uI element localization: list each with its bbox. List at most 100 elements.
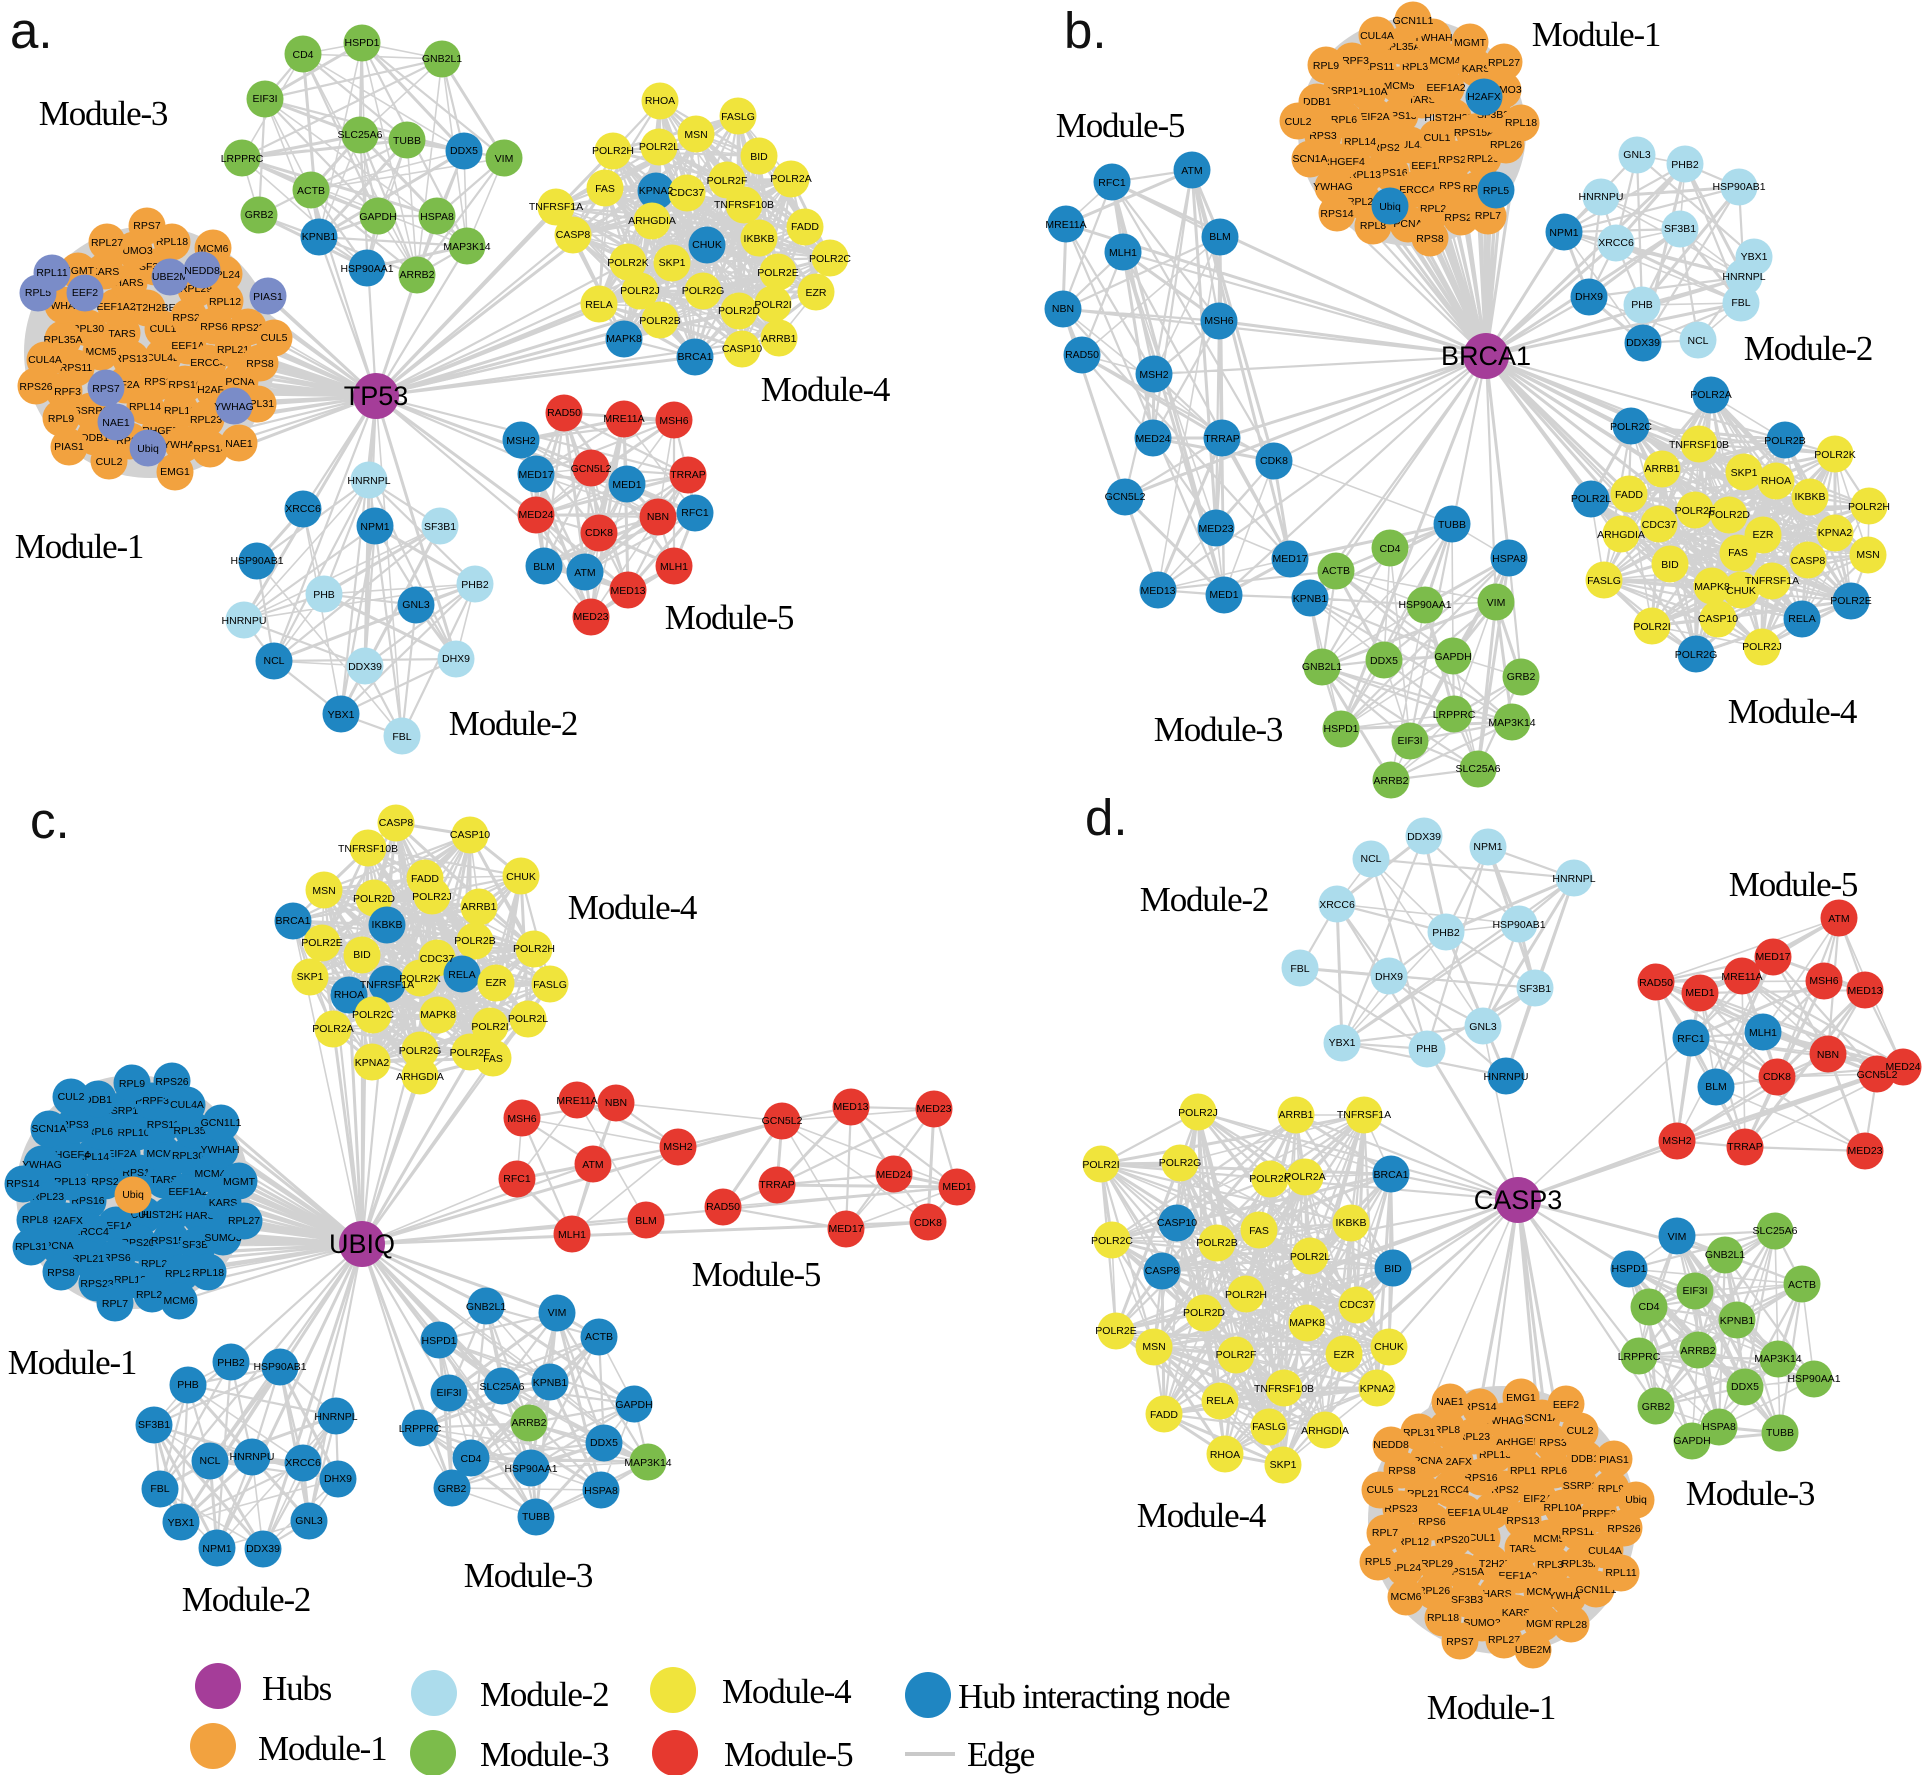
svg-text:CUL5: CUL5 — [261, 332, 288, 344]
svg-text:NEDD8: NEDD8 — [1373, 1439, 1409, 1451]
svg-text:FADD: FADD — [1150, 1409, 1178, 1421]
svg-text:CD4: CD4 — [1638, 1301, 1659, 1313]
svg-text:CDC37: CDC37 — [1642, 519, 1677, 531]
svg-text:POLR2E: POLR2E — [1830, 595, 1871, 607]
svg-text:SCN1A: SCN1A — [31, 1123, 66, 1135]
svg-text:NEDD8: NEDD8 — [184, 265, 220, 277]
svg-text:ERCC4: ERCC4 — [190, 357, 226, 369]
svg-text:BLM: BLM — [1209, 231, 1231, 243]
svg-text:FADD: FADD — [411, 873, 439, 885]
svg-text:BRCA1: BRCA1 — [677, 351, 712, 363]
svg-text:POLR2I: POLR2I — [1633, 621, 1670, 633]
svg-text:EIF3I: EIF3I — [252, 93, 277, 105]
svg-text:YWHAH: YWHAH — [200, 1144, 239, 1156]
svg-text:PIAS1: PIAS1 — [253, 291, 283, 303]
svg-text:MED1: MED1 — [942, 1181, 971, 1193]
svg-text:POLR2F: POLR2F — [450, 1047, 491, 1059]
svg-text:RPS14: RPS14 — [1320, 208, 1353, 220]
svg-text:NCL: NCL — [263, 655, 284, 667]
svg-text:PRPF3: PRPF3 — [1582, 1508, 1616, 1520]
svg-text:GCN5L2: GCN5L2 — [571, 463, 612, 475]
svg-text:H2AFX: H2AFX — [1467, 91, 1501, 103]
svg-text:SCN1A: SCN1A — [1524, 1412, 1559, 1424]
svg-text:Module-1: Module-1 — [1532, 15, 1660, 54]
svg-text:HNRNPL: HNRNPL — [1552, 873, 1595, 885]
svg-text:POLR2F: POLR2F — [1675, 505, 1716, 517]
svg-text:ARRB2: ARRB2 — [511, 1417, 546, 1429]
svg-text:POLR2B: POLR2B — [1196, 1237, 1237, 1249]
svg-text:HNRNPL: HNRNPL — [1722, 271, 1765, 283]
svg-text:VIM: VIM — [1487, 597, 1506, 609]
svg-text:RPL7: RPL7 — [102, 1298, 128, 1310]
svg-text:ARRB2: ARRB2 — [399, 269, 434, 281]
svg-text:UBE2M: UBE2M — [152, 271, 188, 283]
svg-text:MSH2: MSH2 — [663, 1141, 692, 1153]
svg-text:RPL27: RPL27 — [1488, 57, 1520, 69]
svg-text:KPNA2: KPNA2 — [355, 1057, 390, 1069]
svg-text:MED1: MED1 — [1685, 987, 1714, 999]
svg-text:NCL: NCL — [1687, 335, 1708, 347]
svg-text:EEF1A2: EEF1A2 — [96, 301, 135, 313]
svg-text:POLR2L: POLR2L — [639, 141, 679, 153]
svg-text:MED23: MED23 — [573, 611, 608, 623]
svg-text:HNRNPU: HNRNPU — [1579, 191, 1624, 203]
svg-text:MSH6: MSH6 — [507, 1113, 536, 1125]
svg-text:EEF1A2: EEF1A2 — [1498, 1570, 1537, 1582]
svg-text:MGMT: MGMT — [1454, 37, 1487, 49]
svg-text:CHUK: CHUK — [506, 871, 536, 883]
svg-text:TNFRSF10B: TNFRSF10B — [1254, 1383, 1314, 1395]
svg-text:EIF3I: EIF3I — [436, 1387, 461, 1399]
svg-text:CDC37: CDC37 — [420, 953, 455, 965]
svg-text:RPS6: RPS6 — [1418, 1516, 1446, 1528]
svg-text:RPS6: RPS6 — [200, 321, 228, 333]
svg-text:HSP90AB1: HSP90AB1 — [1712, 181, 1765, 193]
svg-text:MED17: MED17 — [828, 1223, 863, 1235]
svg-text:DHX9: DHX9 — [324, 1473, 352, 1485]
svg-text:ACTB: ACTB — [1322, 565, 1350, 577]
svg-text:PHB2: PHB2 — [1432, 927, 1460, 939]
svg-text:BID: BID — [1384, 1263, 1402, 1275]
svg-text:TARS: TARS — [1509, 1543, 1536, 1555]
svg-text:FBL: FBL — [1731, 297, 1750, 309]
svg-text:RELA: RELA — [1206, 1395, 1233, 1407]
svg-text:KARS: KARS — [1502, 1607, 1531, 1619]
svg-text:PCNA: PCNA — [225, 376, 254, 388]
svg-text:SLC25A6: SLC25A6 — [1753, 1225, 1798, 1237]
svg-text:a.: a. — [10, 2, 53, 59]
svg-text:RPS8: RPS8 — [47, 1267, 75, 1279]
svg-text:RPL26: RPL26 — [165, 1268, 197, 1280]
svg-text:KARS: KARS — [209, 1197, 238, 1209]
svg-text:YBX1: YBX1 — [328, 709, 355, 721]
svg-text:RPS6: RPS6 — [1439, 180, 1467, 192]
svg-text:POLR2E: POLR2E — [301, 937, 342, 949]
svg-text:PHB: PHB — [177, 1379, 199, 1391]
svg-text:RPL27: RPL27 — [91, 237, 123, 249]
svg-text:ACTB: ACTB — [297, 185, 325, 197]
svg-text:MCM4: MCM4 — [195, 1168, 226, 1180]
svg-text:RPS7: RPS7 — [133, 220, 161, 232]
svg-text:Module-2: Module-2 — [449, 704, 577, 743]
svg-text:MCM4: MCM4 — [1430, 55, 1461, 67]
svg-text:RPL13: RPL13 — [1349, 169, 1381, 181]
svg-text:MED13: MED13 — [833, 1101, 868, 1113]
svg-text:Module-5: Module-5 — [692, 1255, 821, 1294]
svg-text:TNFRSF1A: TNFRSF1A — [529, 201, 583, 213]
svg-text:CHUK: CHUK — [692, 239, 722, 251]
svg-text:SF3B1: SF3B1 — [424, 521, 456, 533]
svg-text:KARS: KARS — [91, 266, 120, 278]
svg-text:POLR2G: POLR2G — [682, 285, 725, 297]
svg-text:RPL14: RPL14 — [77, 1151, 109, 1163]
svg-text:RPS2: RPS2 — [1491, 1484, 1519, 1496]
svg-text:RPS14: RPS14 — [193, 443, 226, 455]
svg-text:HARS: HARS — [114, 277, 143, 289]
svg-text:CUL4A: CUL4A — [170, 1099, 204, 1111]
svg-text:PIAS1: PIAS1 — [1599, 1454, 1629, 1466]
svg-text:RPS7: RPS7 — [1446, 1636, 1474, 1648]
svg-text:Module-2: Module-2 — [1744, 329, 1872, 368]
svg-text:YWHAG: YWHAG — [214, 401, 254, 413]
svg-text:NPM1: NPM1 — [360, 521, 389, 533]
svg-text:POLR2G: POLR2G — [399, 1045, 442, 1057]
svg-text:RELA: RELA — [585, 299, 612, 311]
svg-text:RPL31: RPL31 — [1403, 1427, 1435, 1439]
svg-text:RPS3: RPS3 — [1309, 130, 1337, 142]
